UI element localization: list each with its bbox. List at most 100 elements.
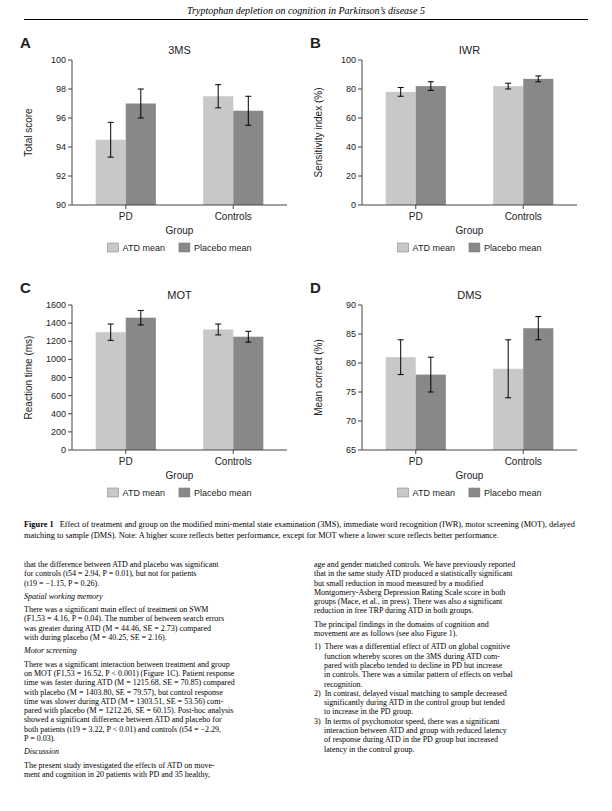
y-tick-label: 96	[56, 113, 66, 123]
error-cap	[245, 125, 251, 126]
section-heading: Motor screening	[24, 646, 300, 655]
body-line: The present study investigated the effec…	[24, 761, 300, 770]
x-tick	[125, 205, 126, 209]
legend-entry: ATD mean	[413, 488, 455, 498]
legend: ATD meanPlacebo mean	[398, 243, 542, 253]
panel-label: A	[20, 34, 31, 51]
y-tick-label: 100	[51, 55, 66, 65]
y-tick	[68, 377, 72, 378]
x-axis-line	[72, 450, 287, 451]
y-axis-label: Reaction time (ms)	[23, 336, 34, 420]
legend-swatch	[179, 243, 190, 252]
body-line: Montgomery-Asberg Depression Rating Scal…	[314, 588, 590, 597]
y-tick-label: 70	[346, 416, 356, 426]
x-tick-label: PD	[409, 211, 423, 222]
body-line: 2) In contrast, delayed visual matching …	[314, 689, 590, 698]
x-axis-label: Group	[456, 470, 484, 481]
body-line: recognition.	[314, 680, 590, 689]
body-line: both patients (t19 = 3.22, P < 0.01) and…	[24, 725, 300, 734]
y-axis-label: Mean correct (%)	[313, 339, 324, 416]
y-tick	[358, 334, 362, 335]
panel: A3MS9092949698100Total scorePDControlsGr…	[20, 34, 287, 518]
legend-swatch	[398, 243, 409, 252]
y-tick-label: 600	[51, 391, 66, 401]
y-tick	[358, 60, 362, 61]
legend-entry: ATD mean	[123, 488, 165, 498]
y-tick-label: 98	[56, 84, 66, 94]
body-line: reduction in free TRP during ATD in both…	[314, 606, 590, 615]
legend-swatch	[398, 488, 409, 497]
error-bar	[428, 357, 434, 392]
error-bar	[215, 324, 221, 335]
error-bar	[245, 96, 251, 125]
y-tick-label: 0	[351, 200, 356, 210]
body-block: Discussion	[24, 747, 300, 756]
error-bar	[505, 340, 511, 398]
caption-text: Effect of treatment and group on the mod…	[24, 520, 577, 540]
y-tick	[358, 392, 362, 393]
error-bar	[108, 122, 114, 157]
x-tick-label: PD	[409, 456, 423, 467]
error-stem	[110, 324, 111, 340]
x-tick-label: PD	[119, 211, 133, 222]
body-block: There was a significant main effect of t…	[24, 605, 300, 642]
bar	[96, 332, 126, 450]
y-tick-label: 94	[56, 142, 66, 152]
y-tick	[68, 359, 72, 360]
body-block: Motor screening	[24, 646, 300, 655]
error-cap	[505, 83, 511, 84]
error-stem	[400, 340, 401, 375]
body-line: significantly during ATD in the control …	[314, 698, 590, 707]
body-block: 1) There was a differential effect of AT…	[314, 642, 590, 754]
body-line: pared with placebo (M = 1212.26, SE = 60…	[24, 706, 300, 715]
x-tick	[523, 450, 524, 454]
body-line: to increase in the PD group.	[314, 707, 590, 716]
section-heading: Discussion	[24, 747, 300, 756]
body-block: age and gender matched controls. We have…	[314, 560, 590, 616]
body-line: interaction between ATD and group with r…	[314, 726, 590, 735]
legend-entry: Placebo mean	[194, 488, 252, 498]
panel: DDMS657075808590Mean correct (%)PDContro…	[310, 279, 577, 518]
bar	[493, 86, 523, 205]
y-tick-label: 80	[346, 84, 356, 94]
y-tick-label: 0	[61, 445, 66, 455]
body-line: that the difference between ATD and plac…	[24, 560, 300, 569]
error-cap	[245, 96, 251, 97]
y-tick-label: 80	[346, 358, 356, 368]
legend-entry: Placebo mean	[484, 488, 542, 498]
error-cap	[108, 324, 114, 325]
legend-swatch	[179, 488, 190, 497]
body-line: showed a significant difference between …	[24, 715, 300, 724]
y-tick-label: 60	[346, 113, 356, 123]
body-line: but small reduction in mood measured by …	[314, 579, 590, 588]
body-line: time was slower during ATD (M = 1303.51,…	[24, 697, 300, 706]
error-stem	[430, 357, 431, 392]
body-line: time was faster during ATD (M = 1215.68,…	[24, 678, 300, 687]
error-stem	[400, 88, 401, 97]
error-cap	[138, 118, 144, 119]
bar	[233, 111, 263, 205]
y-tick-label: 20	[346, 171, 356, 181]
panel-title: DMS	[457, 289, 481, 301]
legend-entry: ATD mean	[413, 243, 455, 253]
error-cap	[215, 324, 221, 325]
legend-entry: Placebo mean	[194, 243, 252, 253]
error-bar	[398, 88, 404, 97]
error-bar	[138, 89, 144, 118]
error-cap	[428, 81, 434, 82]
body-line: in controls. There was a similar pattern…	[314, 670, 590, 679]
error-cap	[428, 90, 434, 91]
y-tick-label: 90	[56, 200, 66, 210]
bar	[416, 86, 446, 205]
error-cap	[398, 339, 404, 340]
error-cap	[138, 89, 144, 90]
y-tick-label: 92	[56, 171, 66, 181]
error-bar	[215, 85, 221, 108]
error-bar	[108, 324, 114, 340]
body-block: The present study investigated the effec…	[24, 761, 300, 780]
body-line: groups (Mace, et al., in press). There w…	[314, 597, 590, 606]
body-line: There was a significant main effect of t…	[24, 605, 300, 614]
section-heading: Spatial working memory	[24, 592, 300, 601]
legend: ATD mean Placebo mean	[108, 488, 252, 498]
error-stem	[218, 85, 219, 108]
